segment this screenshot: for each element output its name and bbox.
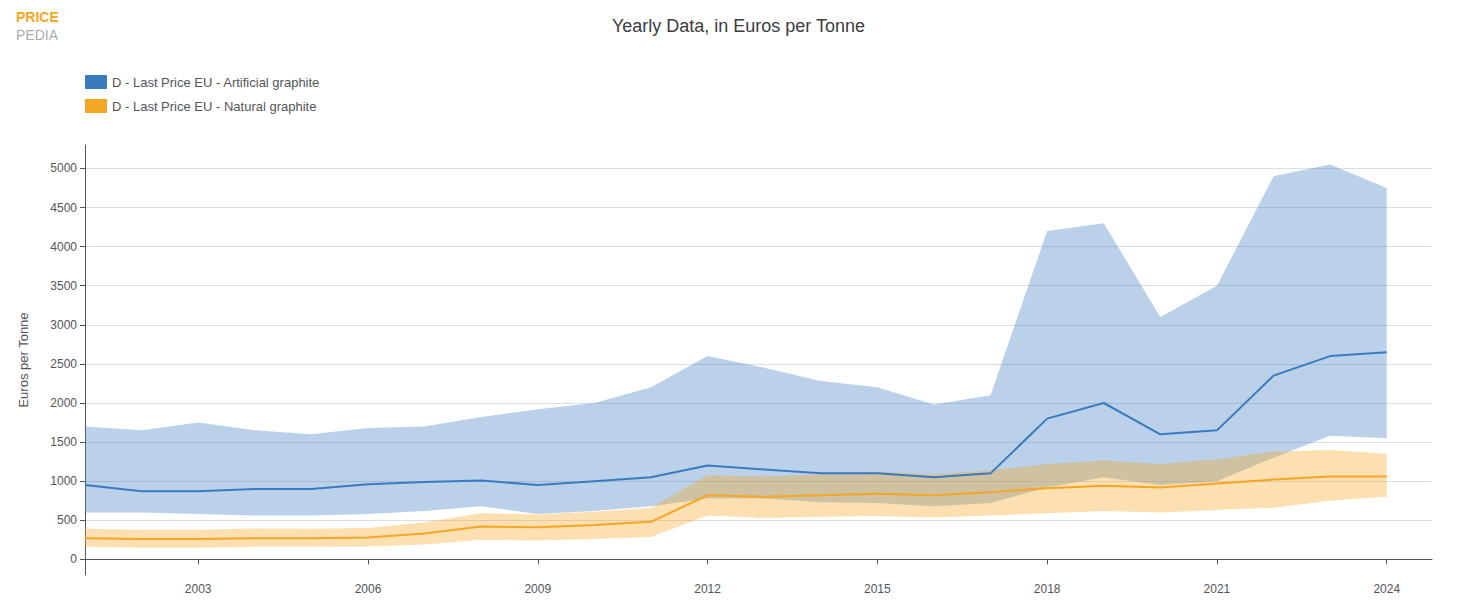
svg-text:3500: 3500 (50, 279, 77, 293)
svg-text:2024: 2024 (1373, 582, 1400, 596)
svg-text:Yearly Data, in Euros per Tonn: Yearly Data, in Euros per Tonne (612, 16, 865, 36)
svg-text:D - Last Price EU - Natural gr: D - Last Price EU - Natural graphite (112, 99, 316, 114)
svg-text:3000: 3000 (50, 318, 77, 332)
svg-text:1500: 1500 (50, 435, 77, 449)
svg-text:4000: 4000 (50, 240, 77, 254)
svg-text:0: 0 (70, 552, 77, 566)
svg-text:1000: 1000 (50, 474, 77, 488)
svg-text:2006: 2006 (355, 582, 382, 596)
svg-text:2003: 2003 (185, 582, 212, 596)
svg-text:2500: 2500 (50, 357, 77, 371)
svg-text:2012: 2012 (694, 582, 721, 596)
svg-text:2021: 2021 (1204, 582, 1231, 596)
svg-text:2009: 2009 (524, 582, 551, 596)
svg-text:2018: 2018 (1034, 582, 1061, 596)
svg-text:500: 500 (57, 513, 77, 527)
svg-text:PEDIA: PEDIA (16, 27, 59, 43)
svg-text:PRICE: PRICE (16, 9, 59, 25)
svg-text:2015: 2015 (864, 582, 891, 596)
svg-text:Euros per Tonne: Euros per Tonne (16, 312, 31, 407)
svg-text:2000: 2000 (50, 396, 77, 410)
svg-text:4500: 4500 (50, 201, 77, 215)
svg-text:5000: 5000 (50, 161, 77, 175)
svg-text:D - Last Price EU - Artificial: D - Last Price EU - Artificial graphite (112, 75, 319, 90)
